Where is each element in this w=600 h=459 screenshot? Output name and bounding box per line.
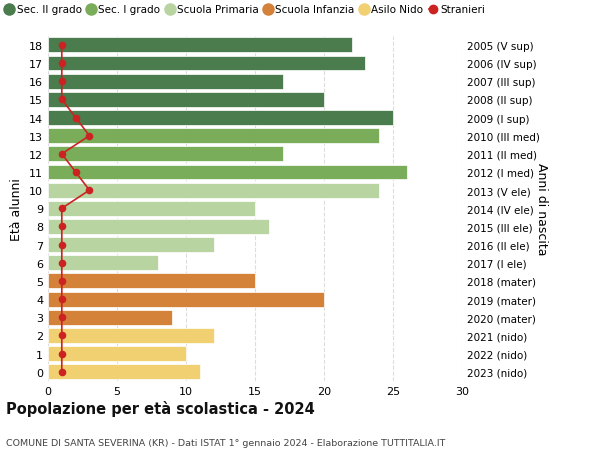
Point [57,78,67,86]
Bar [48,292,324,307]
Point [57,314,67,321]
Y-axis label: Età alunni: Età alunni [10,178,23,240]
Bar [48,111,393,126]
Point [71,115,80,122]
Point [57,151,67,158]
Point [57,278,67,285]
Bar [48,183,379,198]
Legend: Sec. II grado, Sec. I grado, Scuola Primaria, Scuola Infanzia, Asilo Nido, Stran: Sec. II grado, Sec. I grado, Scuola Prim… [5,5,485,15]
Bar [48,274,255,289]
Bar [48,347,186,361]
Point [85,187,94,195]
Bar [48,202,255,216]
Y-axis label: Anni di nascita: Anni di nascita [535,162,548,255]
Bar [48,219,269,235]
Point [57,332,67,339]
Point [57,205,67,213]
Point [57,259,67,267]
Point [57,296,67,303]
Text: Popolazione per età scolastica - 2024: Popolazione per età scolastica - 2024 [6,400,315,416]
Point [57,60,67,67]
Bar [48,256,158,271]
Bar [48,147,283,162]
Bar [48,238,214,252]
Bar [48,165,407,180]
Bar [48,93,324,107]
Bar [48,364,200,379]
Bar [48,74,283,90]
Point [71,169,80,176]
Text: COMUNE DI SANTA SEVERINA (KR) - Dati ISTAT 1° gennaio 2024 - Elaborazione TUTTIT: COMUNE DI SANTA SEVERINA (KR) - Dati IST… [6,438,445,447]
Point [57,241,67,249]
Point [57,223,67,230]
Point [57,350,67,358]
Point [57,368,67,375]
Point [57,96,67,104]
Bar [48,129,379,144]
Point [57,42,67,50]
Point [85,133,94,140]
Bar [48,39,352,53]
Bar [48,310,172,325]
Bar [48,56,365,71]
Bar [48,328,214,343]
